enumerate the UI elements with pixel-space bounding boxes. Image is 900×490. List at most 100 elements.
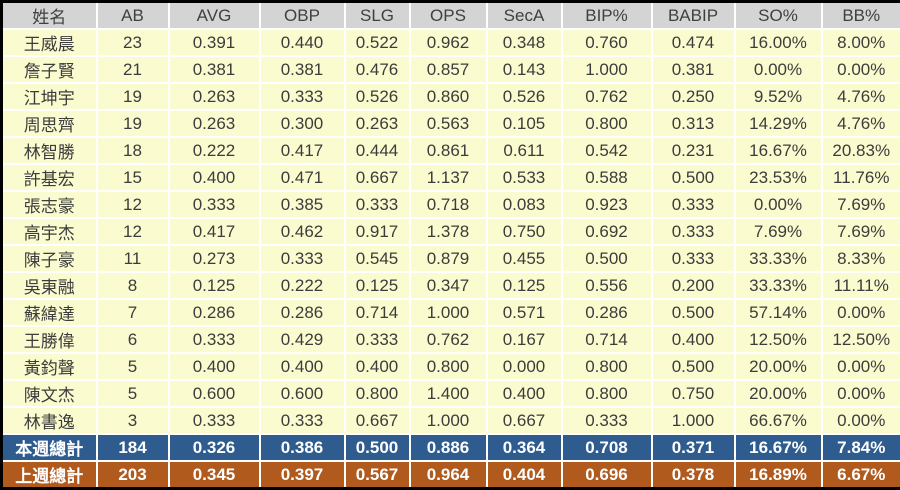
stat-cell: 0.333 — [260, 245, 345, 272]
stat-cell: 0.333 — [652, 191, 735, 218]
stat-cell: 12 — [97, 191, 169, 218]
stat-cell: 0.00% — [822, 407, 900, 434]
stat-cell: 15 — [97, 164, 169, 191]
stat-cell: 0.400 — [260, 353, 345, 380]
stat-cell: 16.00% — [735, 29, 822, 56]
stat-cell: 0.333 — [169, 191, 260, 218]
total-stat-cell: 0.567 — [345, 461, 410, 489]
stat-cell: 0.750 — [487, 218, 562, 245]
stat-cell: 0.762 — [410, 326, 487, 353]
stat-column-header: SO% — [735, 2, 822, 30]
stat-column-header: SLG — [345, 2, 410, 30]
total-stat-cell: 16.67% — [735, 434, 822, 461]
stat-cell: 0.391 — [169, 29, 260, 56]
stat-cell: 0.923 — [562, 191, 652, 218]
player-name-cell: 陳文杰 — [2, 380, 97, 407]
stat-cell: 1.000 — [410, 299, 487, 326]
stat-cell: 33.33% — [735, 245, 822, 272]
stat-cell: 0.800 — [410, 353, 487, 380]
stat-cell: 0.00% — [822, 380, 900, 407]
player-name-cell: 王威晨 — [2, 29, 97, 56]
total-stat-cell: 0.326 — [169, 434, 260, 461]
stat-cell: 0.588 — [562, 164, 652, 191]
stat-cell: 0.762 — [562, 83, 652, 110]
stat-cell: 0.600 — [260, 380, 345, 407]
stat-cell: 19 — [97, 110, 169, 137]
stat-cell: 0.667 — [487, 407, 562, 434]
stat-cell: 0.750 — [652, 380, 735, 407]
stat-cell: 0.533 — [487, 164, 562, 191]
stat-column-header: AB — [97, 2, 169, 30]
stat-cell: 0.500 — [652, 353, 735, 380]
stat-cell: 0.381 — [260, 56, 345, 83]
stat-cell: 0.800 — [562, 380, 652, 407]
stat-cell: 0.471 — [260, 164, 345, 191]
stat-cell: 7.69% — [822, 191, 900, 218]
stat-cell: 6 — [97, 326, 169, 353]
total-stat-cell: 0.708 — [562, 434, 652, 461]
stat-cell: 0.286 — [562, 299, 652, 326]
stat-cell: 0.800 — [562, 353, 652, 380]
stat-cell: 0.542 — [562, 137, 652, 164]
stat-cell: 0.563 — [410, 110, 487, 137]
total-stat-cell: 0.345 — [169, 461, 260, 489]
stat-cell: 0.000 — [487, 353, 562, 380]
stat-cell: 0.400 — [487, 380, 562, 407]
stat-cell: 0.00% — [822, 299, 900, 326]
stat-cell: 0.417 — [169, 218, 260, 245]
total-stat-cell: 0.404 — [487, 461, 562, 489]
stat-cell: 23 — [97, 29, 169, 56]
stat-cell: 9.52% — [735, 83, 822, 110]
stat-cell: 0.857 — [410, 56, 487, 83]
player-name-cell: 周思齊 — [2, 110, 97, 137]
stat-cell: 8.33% — [822, 245, 900, 272]
stat-cell: 0.692 — [562, 218, 652, 245]
stat-cell: 7.69% — [735, 218, 822, 245]
stat-column-header: OBP — [260, 2, 345, 30]
stat-cell: 0.800 — [345, 380, 410, 407]
stat-cell: 7 — [97, 299, 169, 326]
total-stat-cell: 0.964 — [410, 461, 487, 489]
total-stat-cell: 0.696 — [562, 461, 652, 489]
stat-cell: 20.83% — [822, 137, 900, 164]
stat-cell: 0.556 — [562, 272, 652, 299]
stat-cell: 5 — [97, 380, 169, 407]
stat-cell: 0.526 — [345, 83, 410, 110]
stat-cell: 0.385 — [260, 191, 345, 218]
player-name-cell: 林書逸 — [2, 407, 97, 434]
stat-cell: 1.000 — [410, 407, 487, 434]
stat-cell: 7.69% — [822, 218, 900, 245]
total-stat-cell: 0.371 — [652, 434, 735, 461]
stat-cell: 0.083 — [487, 191, 562, 218]
stat-cell: 11.11% — [822, 272, 900, 299]
stat-cell: 3 — [97, 407, 169, 434]
player-name-cell: 陳子豪 — [2, 245, 97, 272]
stat-cell: 0.417 — [260, 137, 345, 164]
stat-cell: 0.526 — [487, 83, 562, 110]
stat-cell: 0.462 — [260, 218, 345, 245]
stat-cell: 0.474 — [652, 29, 735, 56]
stat-cell: 0.476 — [345, 56, 410, 83]
stat-cell: 0.800 — [562, 110, 652, 137]
stat-cell: 57.14% — [735, 299, 822, 326]
stat-cell: 0.444 — [345, 137, 410, 164]
stat-cell: 0.347 — [410, 272, 487, 299]
stat-cell: 0.00% — [735, 56, 822, 83]
stat-cell: 0.429 — [260, 326, 345, 353]
stat-cell: 20.00% — [735, 353, 822, 380]
stat-column-header: BIP% — [562, 2, 652, 30]
stat-cell: 12 — [97, 218, 169, 245]
stat-cell: 0.00% — [822, 353, 900, 380]
total-stat-cell: 184 — [97, 434, 169, 461]
stat-cell: 0.333 — [260, 407, 345, 434]
stat-cell: 0.760 — [562, 29, 652, 56]
total-stat-cell: 0.378 — [652, 461, 735, 489]
